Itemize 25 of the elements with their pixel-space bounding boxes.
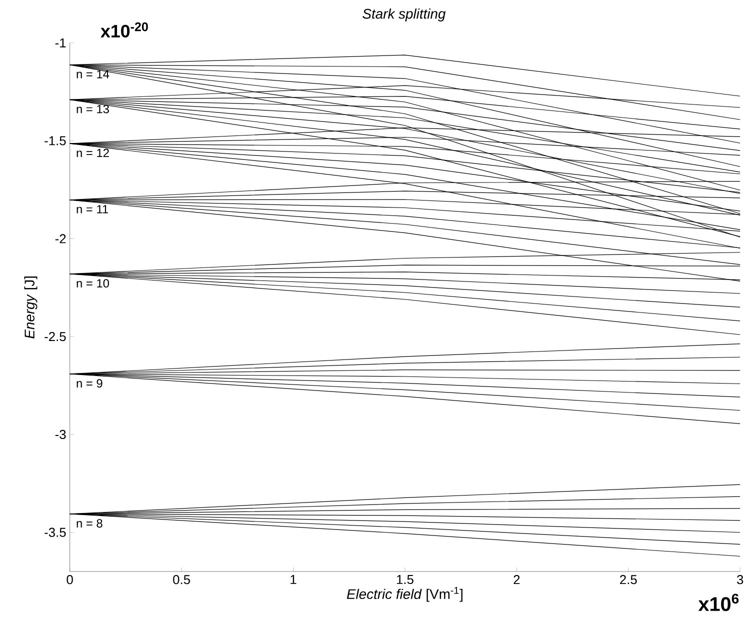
annotation: n = 14 xyxy=(76,70,110,78)
y-tick-label: -3 xyxy=(55,430,66,439)
annotation: n = 12 xyxy=(76,148,109,157)
annotation: n = 10 xyxy=(76,278,110,288)
x-tick-label: 3 xyxy=(737,574,744,584)
x-tick-label: 2 xyxy=(514,574,520,584)
text: x10$^{6}$ xyxy=(698,594,739,611)
y-tick-label: -2 xyxy=(55,234,66,243)
x-tick-label: 0.5 xyxy=(173,574,190,584)
annotation: n = 11 xyxy=(76,204,108,214)
y-tick-label: -2.5 xyxy=(44,332,66,341)
x-tick-label: 0 xyxy=(66,574,73,584)
x-tick-label: 1 xyxy=(290,574,296,584)
y-tick-label: -3.5 xyxy=(44,528,66,537)
annotation: n = 9 xyxy=(76,378,102,388)
annotation: n = 13 xyxy=(76,104,109,114)
x-axis-title: Electric field [Vm$^{-1}$] xyxy=(346,586,462,602)
x-tick-label: 1.5 xyxy=(396,574,414,584)
text: x10$^{-20}$ xyxy=(100,22,148,38)
y-tick-label: -1 xyxy=(55,38,66,48)
chart-title: Stark splitting xyxy=(362,8,446,22)
y-axis-title: Energy [J] xyxy=(24,276,38,338)
x-tick-label: 2.5 xyxy=(620,574,637,584)
y-tick-label: -1.5 xyxy=(44,136,66,146)
annotation: n = 8 xyxy=(76,518,102,528)
